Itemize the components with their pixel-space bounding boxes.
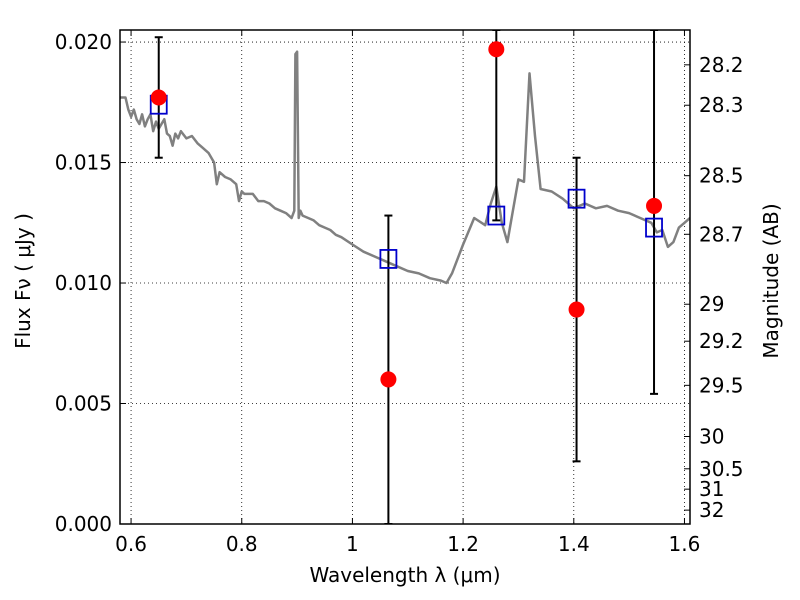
- y-tick-label: 0.000: [55, 512, 112, 536]
- x-tick-label: 1.4: [558, 532, 590, 556]
- x-tick-label: 0.8: [226, 532, 258, 556]
- y2-tick-label: 30: [699, 425, 724, 449]
- x-tick-label: 1.6: [669, 532, 701, 556]
- model-spectrum-line: [120, 50, 690, 285]
- y-tick-label: 0.015: [55, 151, 112, 175]
- y-tick-label: 0.010: [55, 271, 112, 295]
- plot-area: [120, 30, 690, 524]
- model-photometry-square: [567, 188, 586, 209]
- y2-tick-label: 31: [699, 477, 724, 501]
- y-tick-label: 0.020: [55, 30, 112, 54]
- y2-tick-label: 29.2: [699, 329, 744, 353]
- observed-flux-point: [380, 371, 397, 388]
- plot-frame: [119, 29, 691, 525]
- observed-flux-point: [150, 89, 167, 106]
- observed-flux-point: [646, 197, 663, 214]
- y2-axis-label: Magnitude (AB): [759, 203, 783, 358]
- x-tick-label: 1.2: [447, 532, 479, 556]
- observed-flux-point: [568, 301, 585, 318]
- model-photometry-square: [487, 205, 506, 226]
- y2-tick-label: 29: [699, 292, 724, 316]
- y2-tick-label: 29.5: [699, 373, 744, 397]
- x-tick-label: 0.6: [115, 532, 147, 556]
- y2-tick-label: 32: [699, 498, 724, 522]
- y2-tick-label: 28.5: [699, 164, 744, 188]
- tick-group: 0.6 0.8 1 1.2 1.4 1.6 0.000 0.005 0.010 0.015 0.02…: [55, 30, 744, 556]
- y-axis-label: Flux Fν ( μJy ): [11, 213, 35, 349]
- model-photometry-square: [645, 217, 663, 238]
- observed-flux-point: [488, 41, 505, 58]
- model-photometry-square: [379, 249, 398, 269]
- x-tick-label: 1: [346, 532, 359, 556]
- x-axis-label: Wavelength λ (μm): [309, 563, 500, 587]
- y2-tick-label: 28.2: [699, 53, 744, 77]
- y2-tick-label: 28.7: [699, 222, 744, 246]
- y-tick-label: 0.005: [55, 392, 112, 416]
- y2-tick-label: 30.5: [699, 457, 744, 481]
- y2-tick-label: 28.3: [699, 93, 744, 117]
